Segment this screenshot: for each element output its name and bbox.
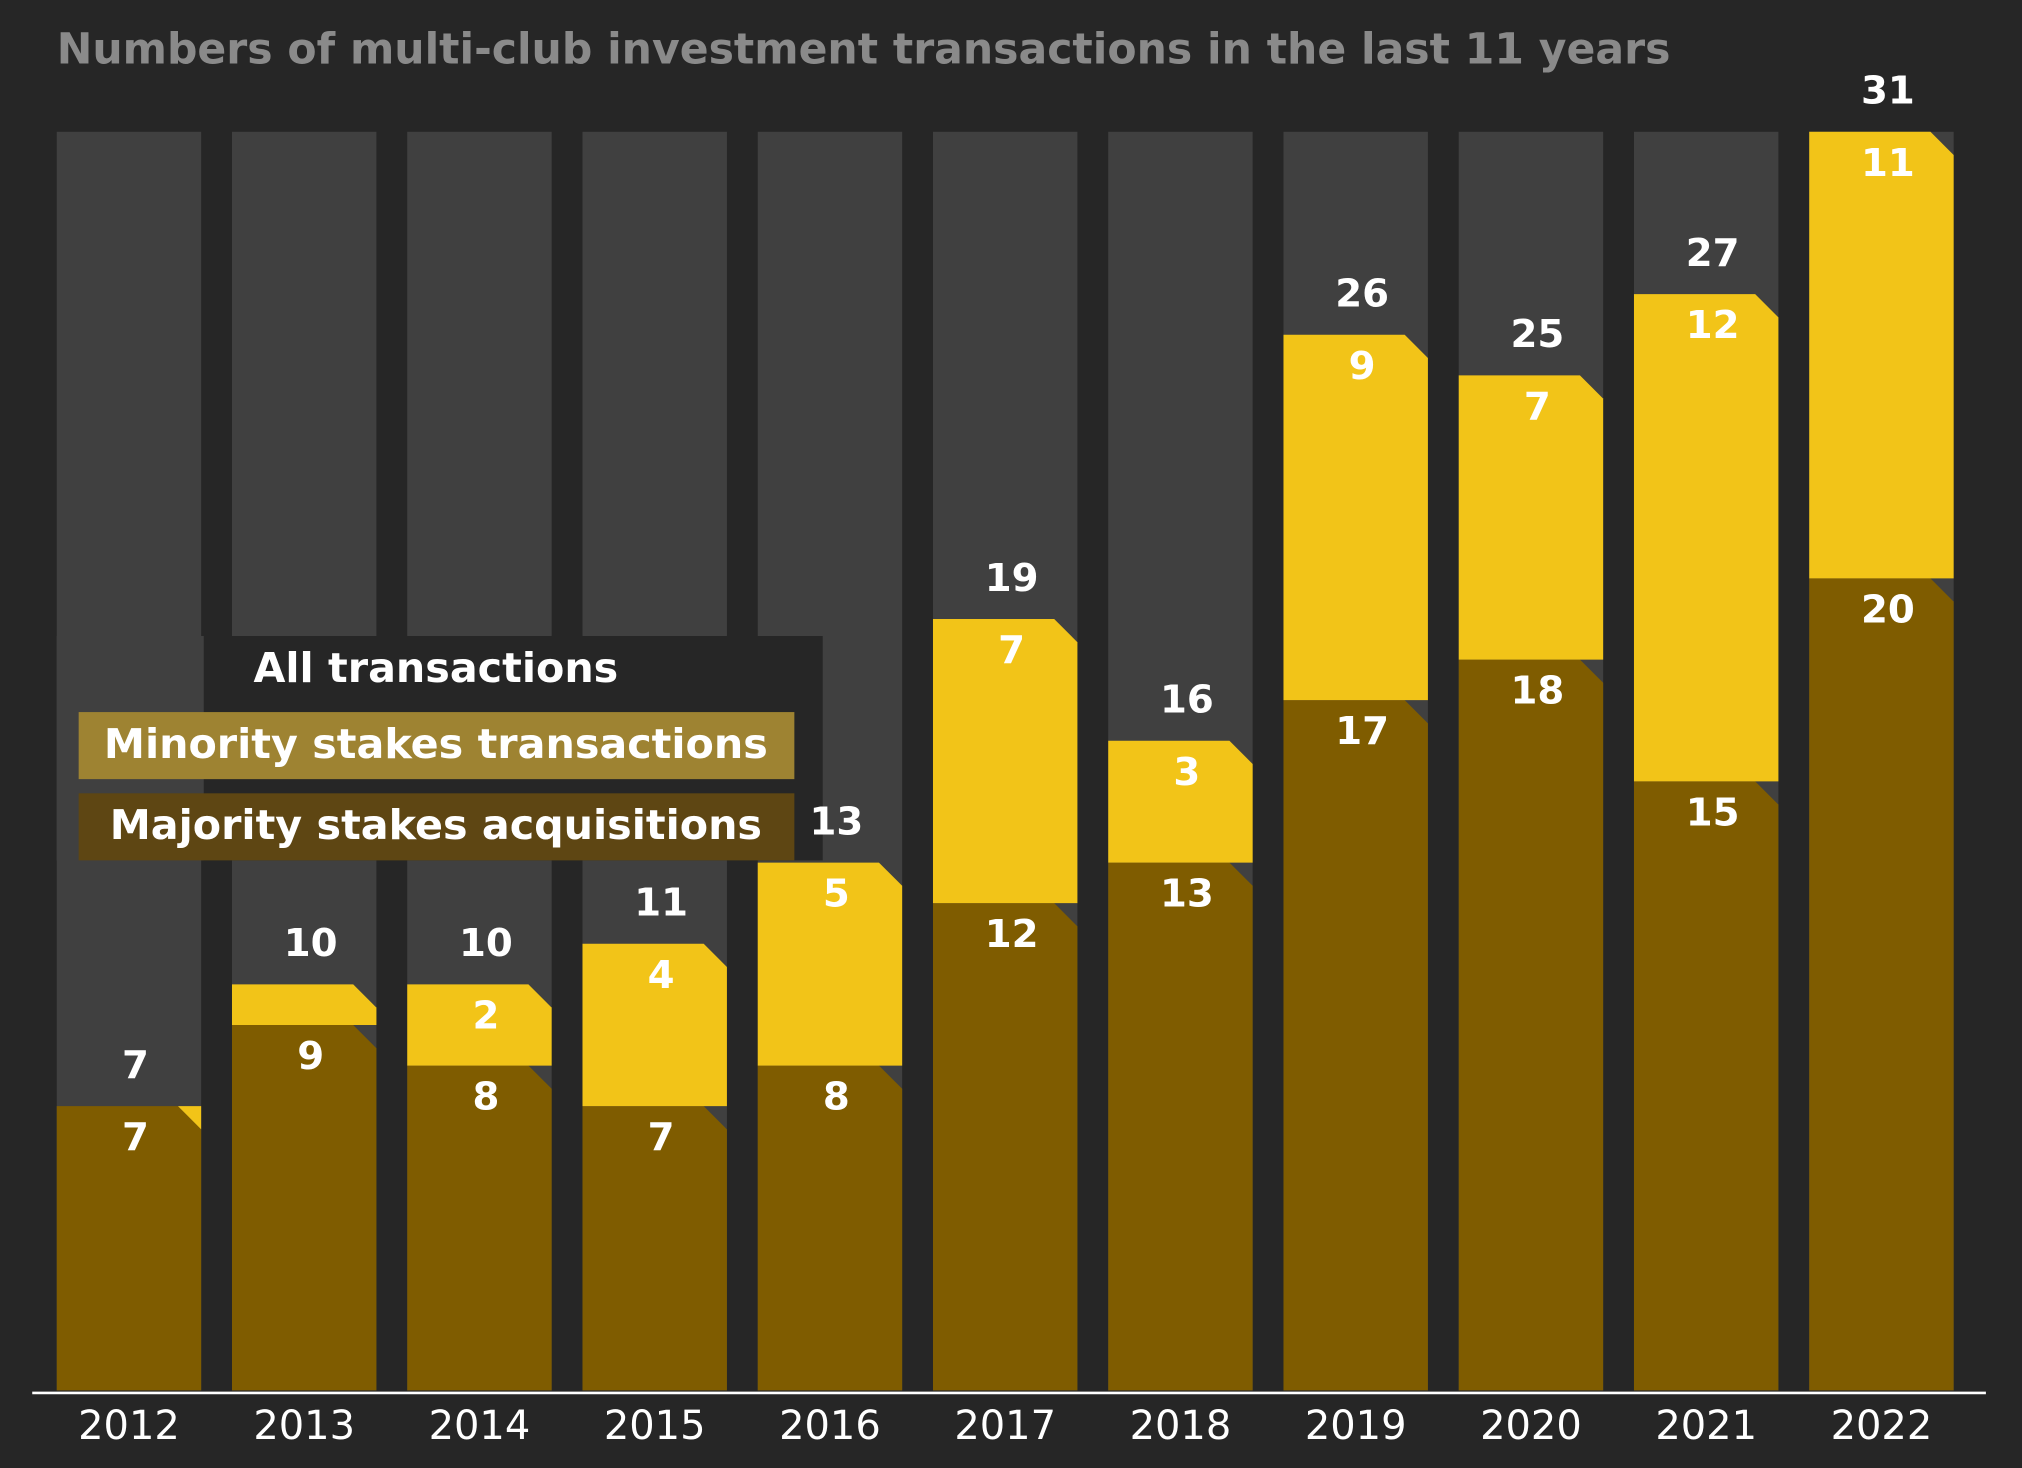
value-label: 11 bbox=[1861, 141, 1915, 186]
value-label: 7 bbox=[648, 1115, 675, 1160]
bar-segment bbox=[1809, 578, 1954, 1391]
value-label: 18 bbox=[1510, 669, 1564, 714]
total-label: 19 bbox=[985, 556, 1039, 601]
value-label: 13 bbox=[1160, 872, 1214, 917]
value-label: 15 bbox=[1686, 790, 1740, 835]
legend-swatch bbox=[78, 793, 795, 861]
total-label: 26 bbox=[1335, 272, 1389, 317]
value-label: 7 bbox=[1524, 384, 1551, 429]
legend-label: All transactions bbox=[253, 644, 618, 692]
legend-swatch bbox=[78, 712, 795, 780]
value-label: 3 bbox=[1173, 750, 1200, 795]
total-label: 11 bbox=[634, 881, 688, 926]
total-label: 25 bbox=[1510, 312, 1564, 357]
bar-segment bbox=[56, 1106, 202, 1130]
x-tick-label: 2016 bbox=[779, 1403, 881, 1449]
bar-segment bbox=[757, 862, 903, 1066]
value-label: 8 bbox=[823, 1075, 850, 1120]
bar-segment bbox=[1458, 375, 1604, 660]
bar-segment bbox=[582, 943, 727, 1107]
bar-segment bbox=[1108, 740, 1253, 863]
bar-segment bbox=[932, 618, 1078, 904]
bar-segment bbox=[56, 1106, 202, 1391]
bar-segment bbox=[231, 1024, 377, 1391]
chart-title: Numbers of multi-club investment transac… bbox=[57, 25, 1671, 74]
x-tick-label: 2013 bbox=[253, 1403, 355, 1449]
x-tick-label: 2012 bbox=[78, 1403, 180, 1449]
bar-segment bbox=[932, 903, 1078, 1391]
bar-segment bbox=[407, 984, 552, 1066]
total-label: 27 bbox=[1686, 231, 1740, 276]
value-label: 17 bbox=[1335, 709, 1389, 754]
legend-label: Majority stakes acquisitions bbox=[110, 801, 762, 849]
total-label: 10 bbox=[284, 921, 338, 966]
total-label: 16 bbox=[1160, 678, 1214, 723]
total-label: 31 bbox=[1861, 69, 1915, 114]
bar-segment bbox=[1108, 862, 1253, 1391]
value-label: 12 bbox=[985, 912, 1039, 957]
x-tick-label: 2018 bbox=[1130, 1403, 1232, 1449]
value-label: 4 bbox=[648, 953, 675, 998]
value-label: 9 bbox=[1349, 344, 1376, 389]
value-label: 8 bbox=[472, 1075, 499, 1120]
bar-segment bbox=[757, 1065, 903, 1391]
x-tick-label: 2021 bbox=[1655, 1403, 1757, 1449]
bar-segment bbox=[1633, 781, 1779, 1391]
value-label: 2 bbox=[472, 993, 499, 1038]
bar-segment bbox=[1458, 659, 1604, 1391]
bar-segment bbox=[582, 1106, 727, 1391]
x-tick-label: 2017 bbox=[954, 1403, 1056, 1449]
total-label: 13 bbox=[809, 799, 863, 844]
total-label: 10 bbox=[459, 921, 513, 966]
x-tick-label: 2019 bbox=[1305, 1403, 1407, 1449]
x-tick-label: 2015 bbox=[604, 1403, 706, 1449]
value-label: 9 bbox=[297, 1034, 324, 1079]
x-tick-label: 2014 bbox=[429, 1403, 531, 1449]
value-label: 7 bbox=[998, 628, 1025, 673]
bar-segment bbox=[1633, 294, 1779, 782]
bar-segment bbox=[407, 1065, 552, 1391]
value-label: 7 bbox=[122, 1115, 149, 1160]
x-tick-label: 2020 bbox=[1480, 1403, 1582, 1449]
bar-segment bbox=[231, 984, 377, 1025]
value-label: 20 bbox=[1861, 587, 1915, 632]
x-tick-label: 2022 bbox=[1831, 1403, 1933, 1449]
bar-segment bbox=[1809, 131, 1954, 579]
bar-segment bbox=[1283, 700, 1428, 1391]
legend-label: Minority stakes transactions bbox=[104, 720, 768, 768]
bar-segment bbox=[1283, 334, 1428, 701]
value-label: 12 bbox=[1686, 303, 1740, 348]
total-label: 7 bbox=[122, 1043, 149, 1088]
value-label: 5 bbox=[823, 872, 850, 917]
